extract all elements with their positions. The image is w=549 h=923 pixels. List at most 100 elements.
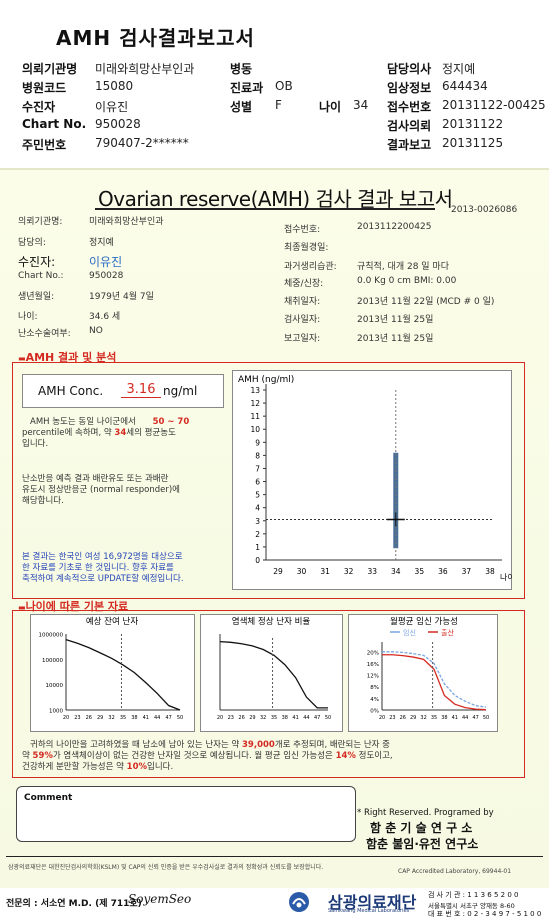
amh-desc-line2: percentile에 속하며, 약 34세의 평균농도 — [22, 428, 176, 439]
preg-y-tick-label: 8% — [370, 685, 379, 691]
eggs-line — [65, 639, 181, 711]
patient-right-label: 과거생리습관: — [284, 262, 337, 272]
amh-y-tick-label: 8 — [255, 451, 260, 460]
patient-left-label: 나이: — [18, 312, 38, 322]
patient-left-value: 정지예 — [89, 238, 114, 248]
amh-conc-box — [22, 374, 224, 408]
age-line2a: 약 — [22, 751, 30, 761]
footer-addr3: 대 표 번 호 : 0 2 - 3 4 9 7 - 5 1 0 0 — [428, 910, 542, 918]
patient-left-label: Chart No.: — [18, 271, 64, 281]
header-value: 644434 — [442, 79, 488, 93]
amh-x-tick-label: 33 — [367, 567, 377, 576]
eggs-x-tick-label: 20 — [63, 715, 69, 721]
eggs-chart-title: 예상 잔여 난자 — [86, 616, 139, 627]
foundation-logo-icon — [289, 892, 309, 912]
patient-left-label: 생년월일: — [18, 292, 55, 302]
preg-chart-title: 월평균 임신 가능성 — [390, 616, 458, 627]
amh-note2: 한 자료를 기초로 한 것입니다. 향후 자료를 — [22, 563, 174, 573]
amh-x-tick-label: 31 — [320, 567, 330, 576]
patient-right-value: 2013년 11월 25일 — [357, 315, 434, 325]
age-normal-pct: 59% — [32, 751, 53, 761]
amh-x-tick-label: 34 — [391, 567, 401, 576]
header-value: OB — [275, 79, 293, 93]
normal-x-tick-label: 50 — [325, 715, 331, 721]
age-eggs: 39,000 — [242, 740, 275, 750]
patient-right-value: 규칙적, 대개 28 일 마다 — [357, 262, 449, 272]
header-label: 진료과 — [230, 81, 264, 95]
footer-addr1: 검 사 기 관 : 1 1 3 6 5 2 0 0 — [428, 891, 519, 899]
comment-label: Comment — [24, 793, 73, 803]
age-section-title: ▬나이에 따른 기본 자료 — [18, 600, 129, 613]
preg-y-tick-label: 4% — [370, 697, 379, 703]
org-name-1: 함 춘 기 술 연 구 소 — [370, 821, 473, 835]
age-text-line3: 건강하게 분만할 가능성은 약 10%입니다. — [22, 762, 173, 773]
patient-left-value: 1979년 4월 7일 — [89, 292, 154, 302]
patient-right-label: 체중/신장: — [284, 279, 324, 289]
header-label: 성별 — [230, 100, 253, 114]
amh-chart-frame — [232, 370, 512, 590]
eggs-x-tick-label: 32 — [108, 715, 114, 721]
doctor-signature: SoyemSeo — [128, 892, 192, 906]
header-label: 병동 — [230, 62, 253, 76]
amh-y-tick-label: 3 — [255, 517, 260, 526]
amh-resp1: 난소반응 예측 결과 배란유도 또는 과배란 — [22, 474, 169, 484]
amh-note3: 축적하여 계속적으로 UPDATE할 예정입니다. — [22, 574, 184, 584]
preg-x-tick-label: 35 — [431, 715, 437, 721]
amh-x-tick-label: 35 — [415, 567, 425, 576]
normal-x-tick-label: 29 — [249, 715, 255, 721]
normal-x-tick-label: 44 — [303, 715, 309, 721]
amh-xlabel: 나이 — [500, 572, 512, 582]
patient-left-label: 난소수술여부: — [18, 329, 71, 339]
amh-y-tick-label: 4 — [255, 504, 260, 513]
comment-box — [16, 786, 356, 842]
patient-right-label: 검사일자: — [284, 315, 321, 325]
header-label: Chart No. — [22, 117, 87, 131]
pregnancy-chart-frame — [348, 614, 498, 732]
amh-y-tick-label: 9 — [255, 438, 260, 447]
rights-text: * Right Reserved. Programed by — [357, 808, 494, 818]
patient-right-value: 2013112200425 — [357, 222, 432, 232]
age-line3a: 건강하게 분만할 가능성은 약 — [22, 762, 124, 772]
preg-y-tick-label: 12% — [367, 674, 379, 680]
patient-left-value: 950028 — [89, 271, 124, 281]
eggs-x-tick-label: 29 — [97, 715, 103, 721]
preg-x-tick-label: 26 — [400, 715, 406, 721]
age-line2b: 가 염색체이상이 없는 건강한 난자일 것으로 예상됩니다. 월 평균 임신 가… — [52, 751, 333, 761]
amh-x-tick-label: 29 — [273, 567, 283, 576]
normal-x-tick-label: 32 — [260, 715, 266, 721]
header-value: F — [275, 98, 282, 112]
amh-conc-label: AMH Conc. — [38, 384, 104, 398]
header-label: 검사의뢰 — [387, 119, 432, 133]
age-section-title-text: 나이에 따른 기본 자료 — [25, 600, 129, 613]
patient-left-label: 의뢰기관명: — [18, 217, 63, 227]
age-line3b: 입니다. — [147, 762, 174, 772]
header-value: 790407-2****** — [95, 136, 189, 150]
amh-resp2: 유도시 정상반응군 (normal responder)에 — [22, 485, 180, 495]
footer-addr2: 서울특별시 서초구 양재동 8-60 — [428, 902, 515, 910]
preg-legend-label-2: 출산 — [441, 628, 454, 637]
amh-y-tick-label: 1 — [255, 543, 260, 552]
footer-cap: CAP Accredited Laboratory, 69944-01 — [398, 868, 512, 875]
amh-y-tick-label: 10 — [250, 425, 260, 434]
amh-section-box — [12, 362, 525, 599]
title-underline — [95, 208, 435, 210]
amh-y-tick-label: 6 — [255, 478, 260, 487]
patient-left-label: 수진자: — [18, 255, 56, 269]
eggs-x-tick-label: 26 — [86, 715, 92, 721]
amh-x-tick-label: 37 — [462, 567, 472, 576]
preg-x-tick-label: 20 — [379, 715, 385, 721]
amh-note1: 본 결과는 한국인 여성 16,972명을 대상으로 — [22, 552, 183, 562]
patient-right-label: 보고일자: — [284, 334, 321, 344]
amh-desc-age: 34 — [114, 428, 127, 438]
age-line2c: 정도이고, — [358, 751, 393, 761]
normal-x-tick-label: 26 — [238, 715, 244, 721]
normal-chart: 염색체 정상 난자 비율 20 23 26 29 32 35 38 41 44 47 50 — [217, 616, 331, 721]
amh-x-tick-label: 38 — [485, 567, 495, 576]
header-age-value: 34 — [353, 98, 369, 112]
footer-bar — [0, 888, 549, 923]
header-label: 주민번호 — [22, 138, 67, 152]
preg-x-tick-label: 32 — [420, 715, 426, 721]
header-age-label: 나이 — [319, 100, 342, 114]
